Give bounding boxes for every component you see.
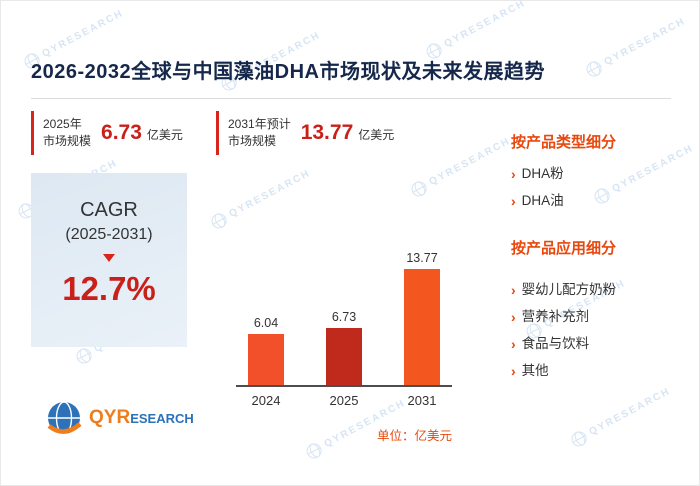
cagr-panel: CAGR (2025-2031) 12.7%: [31, 173, 187, 347]
list-item: › 营养补充剂: [511, 309, 696, 325]
bullet-icon: ›: [511, 193, 516, 209]
chart-plot-area: 6.04 6.73 13.77: [236, 231, 452, 387]
bullet-icon: ›: [511, 309, 516, 325]
stat-number: 6.73 亿美元: [101, 121, 183, 145]
section-heading: 按产品类型细分: [511, 134, 617, 151]
triangle-down-icon: [103, 254, 115, 262]
x-axis-label-2031: 2031: [407, 393, 437, 408]
stat-2031-market-size: 2031年预计 市场规模 13.77 亿美元: [216, 111, 394, 155]
bullet-icon: ›: [511, 166, 516, 182]
bar-2031: [404, 269, 440, 385]
list-item-label: 婴幼儿配方奶粉: [521, 282, 617, 297]
list-item: › 其他: [511, 363, 696, 379]
bar-chart: 6.04 6.73 13.77 2024 2025 2031: [236, 231, 452, 408]
stat-value: 6.73: [101, 121, 142, 144]
bar-group-2031: 13.77: [404, 251, 440, 385]
x-axis-labels: 2024 2025 2031: [236, 387, 452, 408]
x-axis-label-2024: 2024: [251, 393, 281, 408]
title-divider: [31, 98, 671, 99]
logo-esearch: ESEARCH: [130, 411, 194, 426]
list-item: › 婴幼儿配方奶粉: [511, 282, 696, 298]
bar-group-2024: 6.04: [248, 316, 284, 385]
stat-unit: 亿美元: [358, 128, 395, 142]
bullet-icon: ›: [511, 282, 516, 298]
list-item: › DHA油: [511, 193, 696, 209]
section-product-type: 按产品类型细分 › DHA粉 › DHA油: [511, 131, 696, 209]
qyresearch-logo: QYR ESEARCH: [45, 399, 194, 437]
bar-value-label: 13.77: [406, 251, 438, 265]
stat-2025-market-size: 2025年 市场规模 6.73 亿美元: [31, 111, 183, 155]
stat-label: 2025年 市场规模: [43, 116, 91, 151]
x-axis-label-2025: 2025: [329, 393, 359, 408]
list-item-label: 食品与饮料: [521, 336, 590, 351]
section-application: 按产品应用细分 › 婴幼儿配方奶粉 › 营养补充剂 › 食品与饮料 › 其他: [511, 237, 696, 379]
stat-label-line1: 2031年预计: [228, 116, 291, 131]
stat-value: 13.77: [300, 121, 354, 144]
bar-value-label: 6.73: [331, 310, 357, 324]
qyresearch-globe-icon: [47, 401, 82, 435]
page-title: 2026-2032全球与中国藻油DHA市场现状及未来发展趋势: [31, 61, 545, 83]
list-item-label: 其他: [521, 363, 549, 378]
bar-2024: [248, 334, 284, 385]
list-item-label: 营养补充剂: [521, 309, 590, 324]
stat-label-line2: 市场规模: [228, 134, 277, 148]
segmentation-sidebar: 按产品类型细分 › DHA粉 › DHA油 按产品应用细分 › 婴幼儿配方奶粉 …: [511, 131, 696, 390]
logo-text: QYR ESEARCH: [89, 407, 194, 429]
bullet-icon: ›: [511, 363, 516, 379]
list-item-label: DHA粉: [521, 166, 564, 181]
list-item: › 食品与饮料: [511, 336, 696, 352]
chart-unit-note: 单位：亿美元: [376, 429, 452, 443]
cagr-value: 12.7%: [62, 270, 156, 307]
bar-group-2025: 6.73: [326, 310, 362, 385]
list-item-label: DHA油: [521, 193, 564, 208]
section-heading: 按产品应用细分: [511, 240, 617, 257]
cagr-label: CAGR: [80, 199, 138, 221]
stat-label-line1: 2025年: [43, 116, 82, 131]
bullet-icon: ›: [511, 336, 516, 352]
bar-value-label: 6.04: [253, 316, 279, 330]
logo-qyr: QYR: [89, 407, 131, 428]
list-item: › DHA粉: [511, 166, 696, 182]
bar-2025: [326, 328, 362, 385]
stat-label: 2031年预计 市场规模: [228, 116, 291, 151]
stat-label-line2: 市场规模: [43, 134, 92, 148]
cagr-period: (2025-2031): [65, 226, 153, 243]
stat-number: 13.77 亿美元: [301, 121, 395, 145]
stat-unit: 亿美元: [146, 128, 183, 142]
